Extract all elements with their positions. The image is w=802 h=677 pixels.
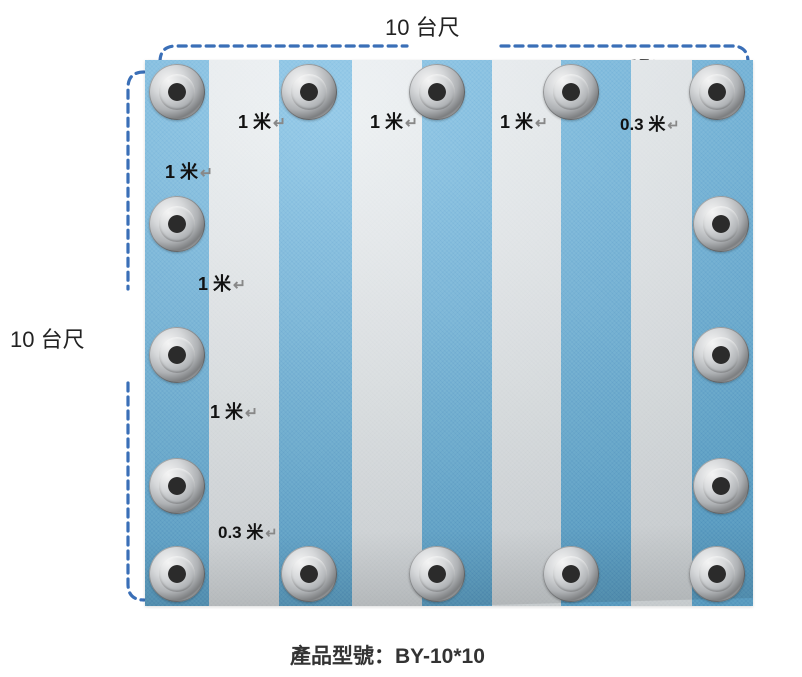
spacing-label-left: 0.3 米↵	[218, 518, 277, 543]
grommet	[693, 196, 749, 252]
spacing-label-top: 1 米↵	[238, 108, 286, 134]
grommet	[693, 458, 749, 514]
spacing-label-top: 0.3 米↵	[620, 110, 679, 135]
diagram-canvas: 10 台尺 10 台尺 1 米↵ 1 米↵ 1 米↵ 0.3 米↵ 1 米↵ 1 米↵ 1…	[0, 0, 802, 677]
grommet	[149, 64, 205, 120]
grommet	[149, 546, 205, 602]
dim-bracket-left	[128, 72, 144, 600]
grommet	[281, 64, 337, 120]
grommet	[149, 196, 205, 252]
dim-label-top: 10 台尺	[385, 10, 460, 42]
grommet	[689, 64, 745, 120]
grommet	[689, 546, 745, 602]
spacing-label-top: 1 米↵	[370, 108, 418, 134]
grommet	[281, 546, 337, 602]
grommet	[543, 546, 599, 602]
spacing-label-left: 1 米↵	[198, 270, 246, 296]
spacing-label-left: 1 米↵	[210, 398, 258, 424]
product-model-label: 產品型號：BY-10*10	[290, 640, 485, 670]
spacing-label-left: 1 米↵	[165, 158, 213, 184]
dim-label-left: 10 台尺	[10, 322, 85, 354]
spacing-label-top: 1 米↵	[500, 108, 548, 134]
grommet	[543, 64, 599, 120]
grommet	[149, 327, 205, 383]
grommet	[409, 546, 465, 602]
grommet	[693, 327, 749, 383]
grommet	[149, 458, 205, 514]
